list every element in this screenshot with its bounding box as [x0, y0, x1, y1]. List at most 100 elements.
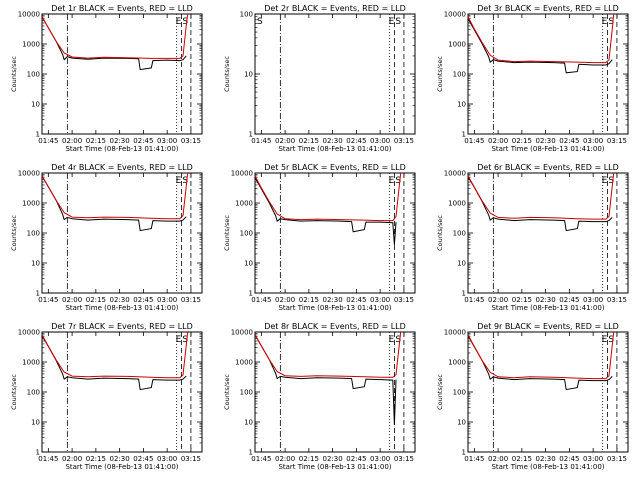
y-tick-label: 10000 [444, 11, 466, 19]
series-line-events [254, 334, 397, 425]
x-tick-label: 03:15 [394, 137, 414, 145]
y-tick-label: 10 [31, 101, 40, 109]
x-tick-label: 02:45 [133, 455, 153, 463]
annotation-marker: E [176, 335, 182, 345]
panel-det-1: Det 1r BLACK = Events, RED = LLD 01:45 02:… [10, 4, 203, 153]
y-axis-label: Counts/sec [223, 374, 231, 410]
x-tick-label: 03:00 [157, 137, 177, 145]
x-tick-label: 03:15 [394, 455, 414, 463]
x-axis-label: Start Time (08-Feb-13 01:41:00) [491, 304, 604, 312]
series-line-lld [467, 13, 615, 64]
annotation-marker: S [182, 176, 188, 186]
x-tick-label: 02:15 [512, 137, 532, 145]
x-tick-label: 02:15 [299, 296, 319, 304]
y-tick-label: 1000 [235, 200, 253, 208]
annotation-marker: S [182, 335, 188, 345]
annotation-marker: E [389, 335, 395, 345]
plot-frame [254, 172, 416, 294]
x-tick-label: 02:30 [110, 455, 130, 463]
panel-title: Det 4r BLACK = Events, RED = LLD [51, 163, 193, 172]
y-tick-label: 10 [31, 419, 40, 427]
x-tick-label: 03:15 [181, 137, 201, 145]
y-tick-label: 10000 [18, 329, 40, 337]
y-tick-label: 10000 [231, 329, 253, 337]
y-tick-label: 1 [249, 131, 253, 139]
x-tick-label: 02:30 [323, 137, 343, 145]
x-tick-label: 02:00 [62, 137, 82, 145]
x-tick-label: 01:45 [38, 455, 58, 463]
x-axis-label: Start Time (08-Feb-13 01:41:00) [491, 463, 604, 471]
y-tick-label: 1000 [22, 200, 40, 208]
x-tick-label: 03:00 [583, 455, 603, 463]
x-tick-label: 02:00 [488, 296, 508, 304]
annotation-marker: S [608, 335, 614, 345]
y-tick-label: 10 [457, 419, 466, 427]
panel-det-7: Det 7r BLACK = Events, RED = LLD 01:45 02:… [10, 322, 203, 471]
x-axis-label: Start Time (08-Feb-13 01:41:00) [65, 463, 178, 471]
y-tick-label: 10000 [444, 170, 466, 178]
annotation-marker: E [176, 17, 182, 27]
x-tick-label: 02:45 [559, 455, 579, 463]
x-tick-label: 02:15 [512, 455, 532, 463]
x-tick-label: 02:30 [323, 455, 343, 463]
series-line-events [41, 335, 187, 391]
series-line-lld [41, 331, 189, 379]
y-tick-label: 10000 [231, 170, 253, 178]
plot-frame [467, 331, 629, 453]
plot-frame [467, 13, 629, 135]
x-tick-label: 02:00 [275, 296, 295, 304]
x-axis-label: Start Time (08-Feb-13 01:41:00) [65, 145, 178, 153]
x-tick-label: 03:15 [181, 455, 201, 463]
x-tick-label: 03:15 [181, 296, 201, 304]
x-tick-label: 03:00 [370, 137, 390, 145]
x-axis-label: Start Time (08-Feb-13 01:41:00) [278, 145, 391, 153]
plot-frame [467, 172, 629, 294]
plot-frame [41, 172, 203, 294]
series-line-lld [254, 331, 402, 378]
x-tick-label: 03:00 [583, 137, 603, 145]
x-tick-label: 03:15 [394, 296, 414, 304]
series-line-lld [254, 172, 402, 222]
annotation-marker: S [608, 17, 614, 27]
annotation-marker: S [608, 176, 614, 186]
y-tick-label: 1000 [448, 200, 466, 208]
y-axis-label: Counts/sec [223, 56, 231, 92]
plot-frame [254, 13, 416, 135]
annotation-marker: S [182, 17, 188, 27]
y-tick-label: 100 [240, 230, 253, 238]
x-tick-label: 02:45 [346, 137, 366, 145]
y-tick-label: 100 [453, 230, 466, 238]
annotation-marker: E [389, 176, 395, 186]
y-tick-label: 1000 [22, 41, 40, 49]
series-line-events [41, 175, 187, 232]
annotation-marker: E [602, 176, 608, 186]
y-axis-label: Counts/sec [223, 215, 231, 251]
x-tick-label: 02:45 [346, 455, 366, 463]
panel-det-2: Det 2r BLACK = Events, RED = LLD 01:45 02:… [223, 4, 416, 153]
y-tick-label: 1 [36, 449, 40, 457]
x-tick-label: 01:45 [38, 296, 58, 304]
panel-det-8: Det 8r BLACK = Events, RED = LLD 01:45 02:… [223, 322, 416, 471]
y-axis-label: Counts/sec [436, 374, 444, 410]
annotation-marker: E [602, 17, 608, 27]
x-tick-label: 02:45 [559, 137, 579, 145]
x-tick-label: 02:15 [86, 455, 106, 463]
series-line-lld [467, 331, 615, 380]
x-tick-label: 02:30 [323, 296, 343, 304]
y-tick-label: 100 [453, 71, 466, 79]
x-tick-label: 03:00 [157, 455, 177, 463]
x-axis-label: Start Time (08-Feb-13 01:41:00) [278, 304, 391, 312]
y-axis-label: Counts/sec [436, 56, 444, 92]
panel-det-3: Det 3r BLACK = Events, RED = LLD 01:45 02:… [436, 4, 629, 153]
x-tick-label: 02:45 [133, 137, 153, 145]
y-tick-label: 100 [240, 11, 253, 19]
x-tick-label: 02:15 [86, 296, 106, 304]
y-tick-label: 10 [244, 260, 253, 268]
y-tick-label: 1 [36, 290, 40, 298]
panel-title: Det 8r BLACK = Events, RED = LLD [264, 322, 406, 331]
plot-frame [41, 13, 203, 135]
y-tick-label: 100 [27, 71, 40, 79]
x-tick-label: 01:45 [38, 137, 58, 145]
y-tick-label: 1 [249, 449, 253, 457]
